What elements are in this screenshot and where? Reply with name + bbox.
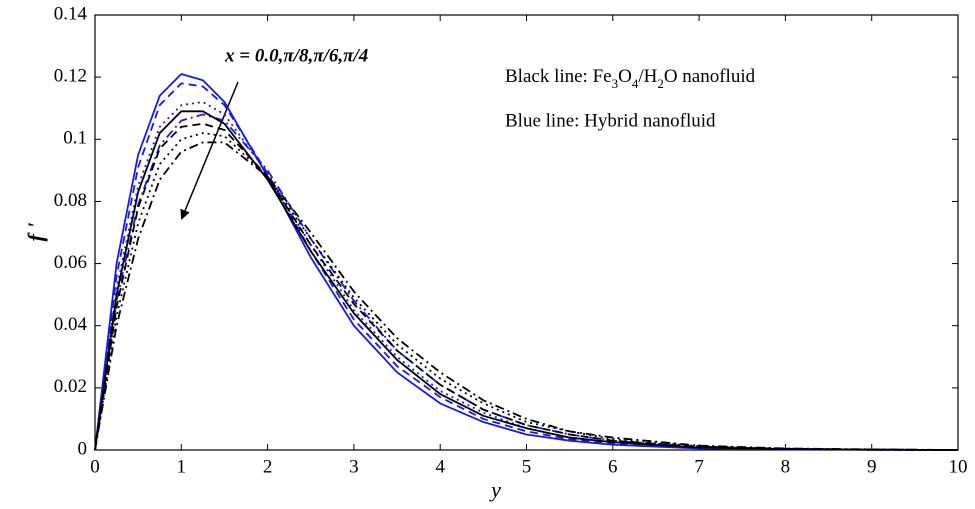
legend-note-part: 3 [612, 76, 619, 91]
y-tick-label: 0.14 [54, 3, 88, 24]
x-tick-label: 6 [608, 456, 618, 477]
series-line [94, 73, 959, 451]
series-line [94, 141, 959, 451]
x-tick-label: 10 [949, 456, 968, 477]
legend-note-part: 2 [657, 76, 664, 91]
series-line [94, 132, 959, 451]
x-tick-label: 5 [522, 456, 532, 477]
legend-note-part: 4 [632, 76, 639, 91]
x-tick-label: 8 [781, 456, 791, 477]
x-tick-label: 4 [435, 456, 445, 477]
y-tick-label: 0.02 [54, 376, 87, 397]
x-tick-label: 3 [349, 456, 359, 477]
y-tick-label: 0.04 [54, 314, 88, 335]
y-tick-label: 0.12 [54, 66, 87, 87]
legend-note-part: /H [638, 66, 657, 87]
y-tick-label: 0.1 [63, 128, 87, 149]
series-line [94, 101, 959, 451]
series-line [94, 82, 959, 451]
series-line [94, 122, 959, 451]
legend-note-part: Black line: Fe [505, 66, 612, 87]
legend-note: Black line: Fe3O4/H2O nanofluid [505, 66, 756, 91]
y-axis-label: f ' [23, 223, 48, 242]
arrow [180, 81, 239, 220]
y-tick-label: 0.08 [54, 190, 87, 211]
series-line [94, 113, 959, 451]
x-tick-label: 1 [177, 456, 187, 477]
x-tick-label: 9 [867, 456, 877, 477]
y-tick-label: 0 [78, 438, 88, 459]
legend-note-part: O nanofluid [664, 66, 756, 87]
x-tick-label: 7 [694, 456, 704, 477]
arrow-label: x = 0.0,π/8,π/6,π/4 [224, 45, 368, 66]
legend-note-part: O [618, 66, 632, 87]
series-line [94, 110, 959, 451]
legend-note: Blue line: Hybrid nanofluid [505, 110, 716, 131]
x-tick-label: 2 [263, 456, 273, 477]
y-tick-label: 0.06 [54, 252, 87, 273]
x-tick-label: 0 [90, 456, 100, 477]
x-axis-label: y [489, 477, 501, 502]
